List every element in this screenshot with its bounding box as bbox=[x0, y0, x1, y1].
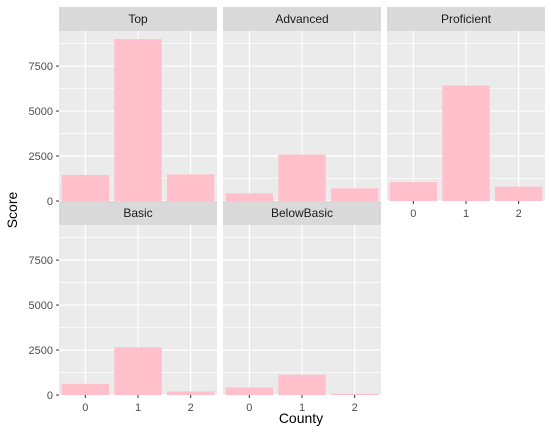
facet-strip-BelowBasic bbox=[223, 201, 381, 225]
bar-Proficient-2 bbox=[494, 186, 543, 201]
x-axis-title: County bbox=[279, 410, 323, 426]
facet-strip-label-Advanced: Advanced bbox=[275, 12, 328, 26]
bar-BelowBasic-1 bbox=[278, 374, 326, 395]
y-tick-label: 5000 bbox=[29, 300, 53, 312]
y-axis-title: Score bbox=[4, 192, 20, 229]
bar-Advanced-1 bbox=[278, 154, 326, 201]
facet-strip-label-Top: Top bbox=[128, 12, 148, 26]
x-tick-label: 2 bbox=[516, 208, 522, 220]
bar-Proficient-1 bbox=[442, 85, 490, 201]
x-tick-label: 0 bbox=[410, 208, 416, 220]
facet-strip-label-BelowBasic: BelowBasic bbox=[271, 206, 333, 220]
x-tick-label: 1 bbox=[299, 402, 305, 414]
y-tick-label: 2500 bbox=[29, 151, 53, 163]
facet-strip-Basic bbox=[59, 201, 217, 225]
y-tick-label: 7500 bbox=[29, 61, 53, 73]
x-tick-label: 0 bbox=[246, 402, 252, 414]
bar-Top-0 bbox=[61, 174, 110, 201]
y-tick-label: 0 bbox=[47, 390, 53, 402]
bar-BelowBasic-2 bbox=[330, 393, 379, 395]
facet-strip-label-Proficient: Proficient bbox=[441, 12, 492, 26]
bar-Top-1 bbox=[114, 39, 162, 201]
bar-Advanced-2 bbox=[330, 188, 379, 201]
facet-strip-label-Basic: Basic bbox=[123, 206, 152, 220]
bar-Basic-1 bbox=[114, 347, 162, 395]
y-tick-label: 7500 bbox=[29, 255, 53, 267]
y-tick-label: 5000 bbox=[29, 106, 53, 118]
y-tick-label: 2500 bbox=[29, 345, 53, 357]
bar-Advanced-0 bbox=[225, 193, 274, 201]
x-tick-label: 1 bbox=[135, 402, 141, 414]
x-tick-label: 1 bbox=[463, 208, 469, 220]
bar-BelowBasic-0 bbox=[225, 387, 274, 395]
x-tick-label: 0 bbox=[82, 402, 88, 414]
bar-Top-2 bbox=[166, 174, 215, 201]
y-tick-label: 0 bbox=[47, 196, 53, 208]
facet-strip-Proficient bbox=[387, 7, 545, 31]
facet-strip-Top bbox=[59, 7, 217, 31]
x-tick-label: 2 bbox=[352, 402, 358, 414]
bar-Basic-0 bbox=[61, 383, 110, 395]
bar-Basic-2 bbox=[166, 391, 215, 395]
bar-Proficient-0 bbox=[389, 182, 438, 201]
x-tick-label: 2 bbox=[188, 402, 194, 414]
facet-strip-Advanced bbox=[223, 7, 381, 31]
